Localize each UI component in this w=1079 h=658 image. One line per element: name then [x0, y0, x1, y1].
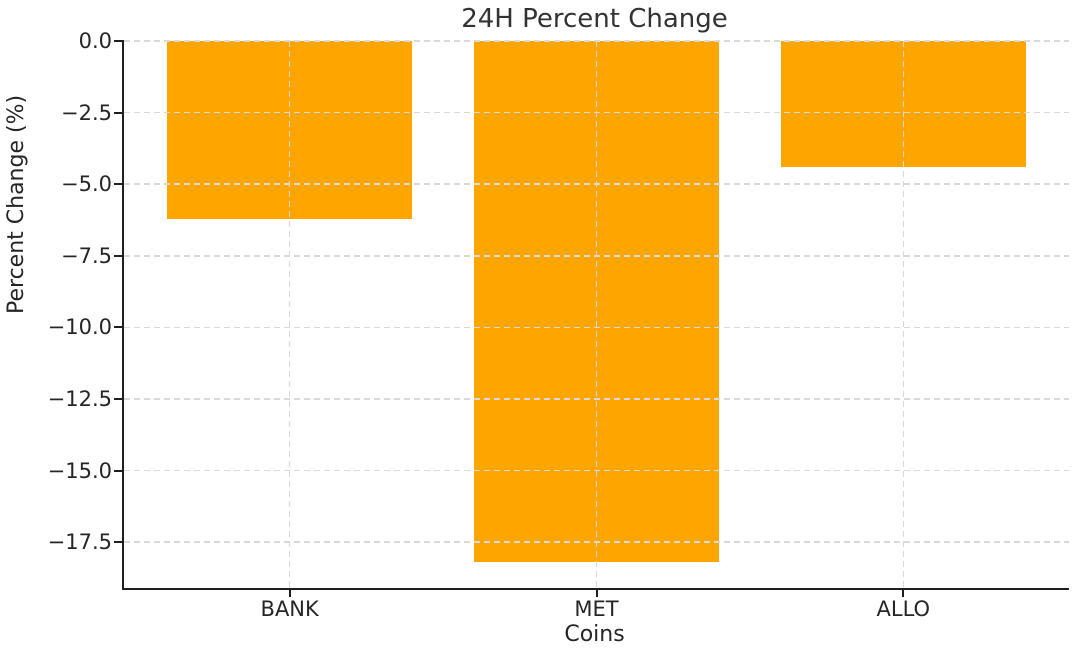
y-tick-label: 0.0	[78, 29, 112, 53]
y-tick-mark	[114, 254, 124, 257]
y-tick-label: −2.5	[61, 100, 112, 125]
y-tick-label: −15.0	[47, 458, 112, 483]
y-tick-mark	[114, 541, 124, 544]
v-gridline	[902, 41, 905, 588]
chart-title: 24H Percent Change	[461, 4, 728, 34]
y-tick-label: −12.5	[47, 386, 112, 411]
y-tick-mark	[114, 183, 124, 186]
y-axis-label-text: Percent Change (%)	[4, 94, 29, 314]
y-tick-mark	[114, 40, 124, 42]
x-tick-label: MET	[574, 597, 619, 621]
x-axis-label: Coins	[564, 622, 625, 647]
plot-area: 0.0 −2.5 −5.0 −7.5 −10.0 −12.5 −15.0 −17.5 BANK M…	[48, 29, 1069, 621]
y-tick-label: −17.5	[47, 530, 112, 555]
y-tick-mark	[114, 111, 124, 114]
y-tick-label: −10.0	[47, 315, 112, 340]
v-gridline	[595, 41, 598, 588]
x-tick-label: BANK	[260, 597, 319, 621]
x-tick-mark	[595, 588, 598, 597]
y-tick-mark	[114, 397, 124, 400]
v-gridline	[288, 41, 291, 588]
x-tick-mark	[288, 588, 291, 597]
y-tick-label: −7.5	[61, 243, 112, 268]
x-tick-mark	[902, 588, 905, 597]
x-tick-label: ALLO	[876, 597, 931, 621]
y-tick-label: −5.0	[61, 172, 112, 197]
y-tick-mark	[114, 326, 124, 329]
y-tick-mark	[114, 469, 124, 472]
